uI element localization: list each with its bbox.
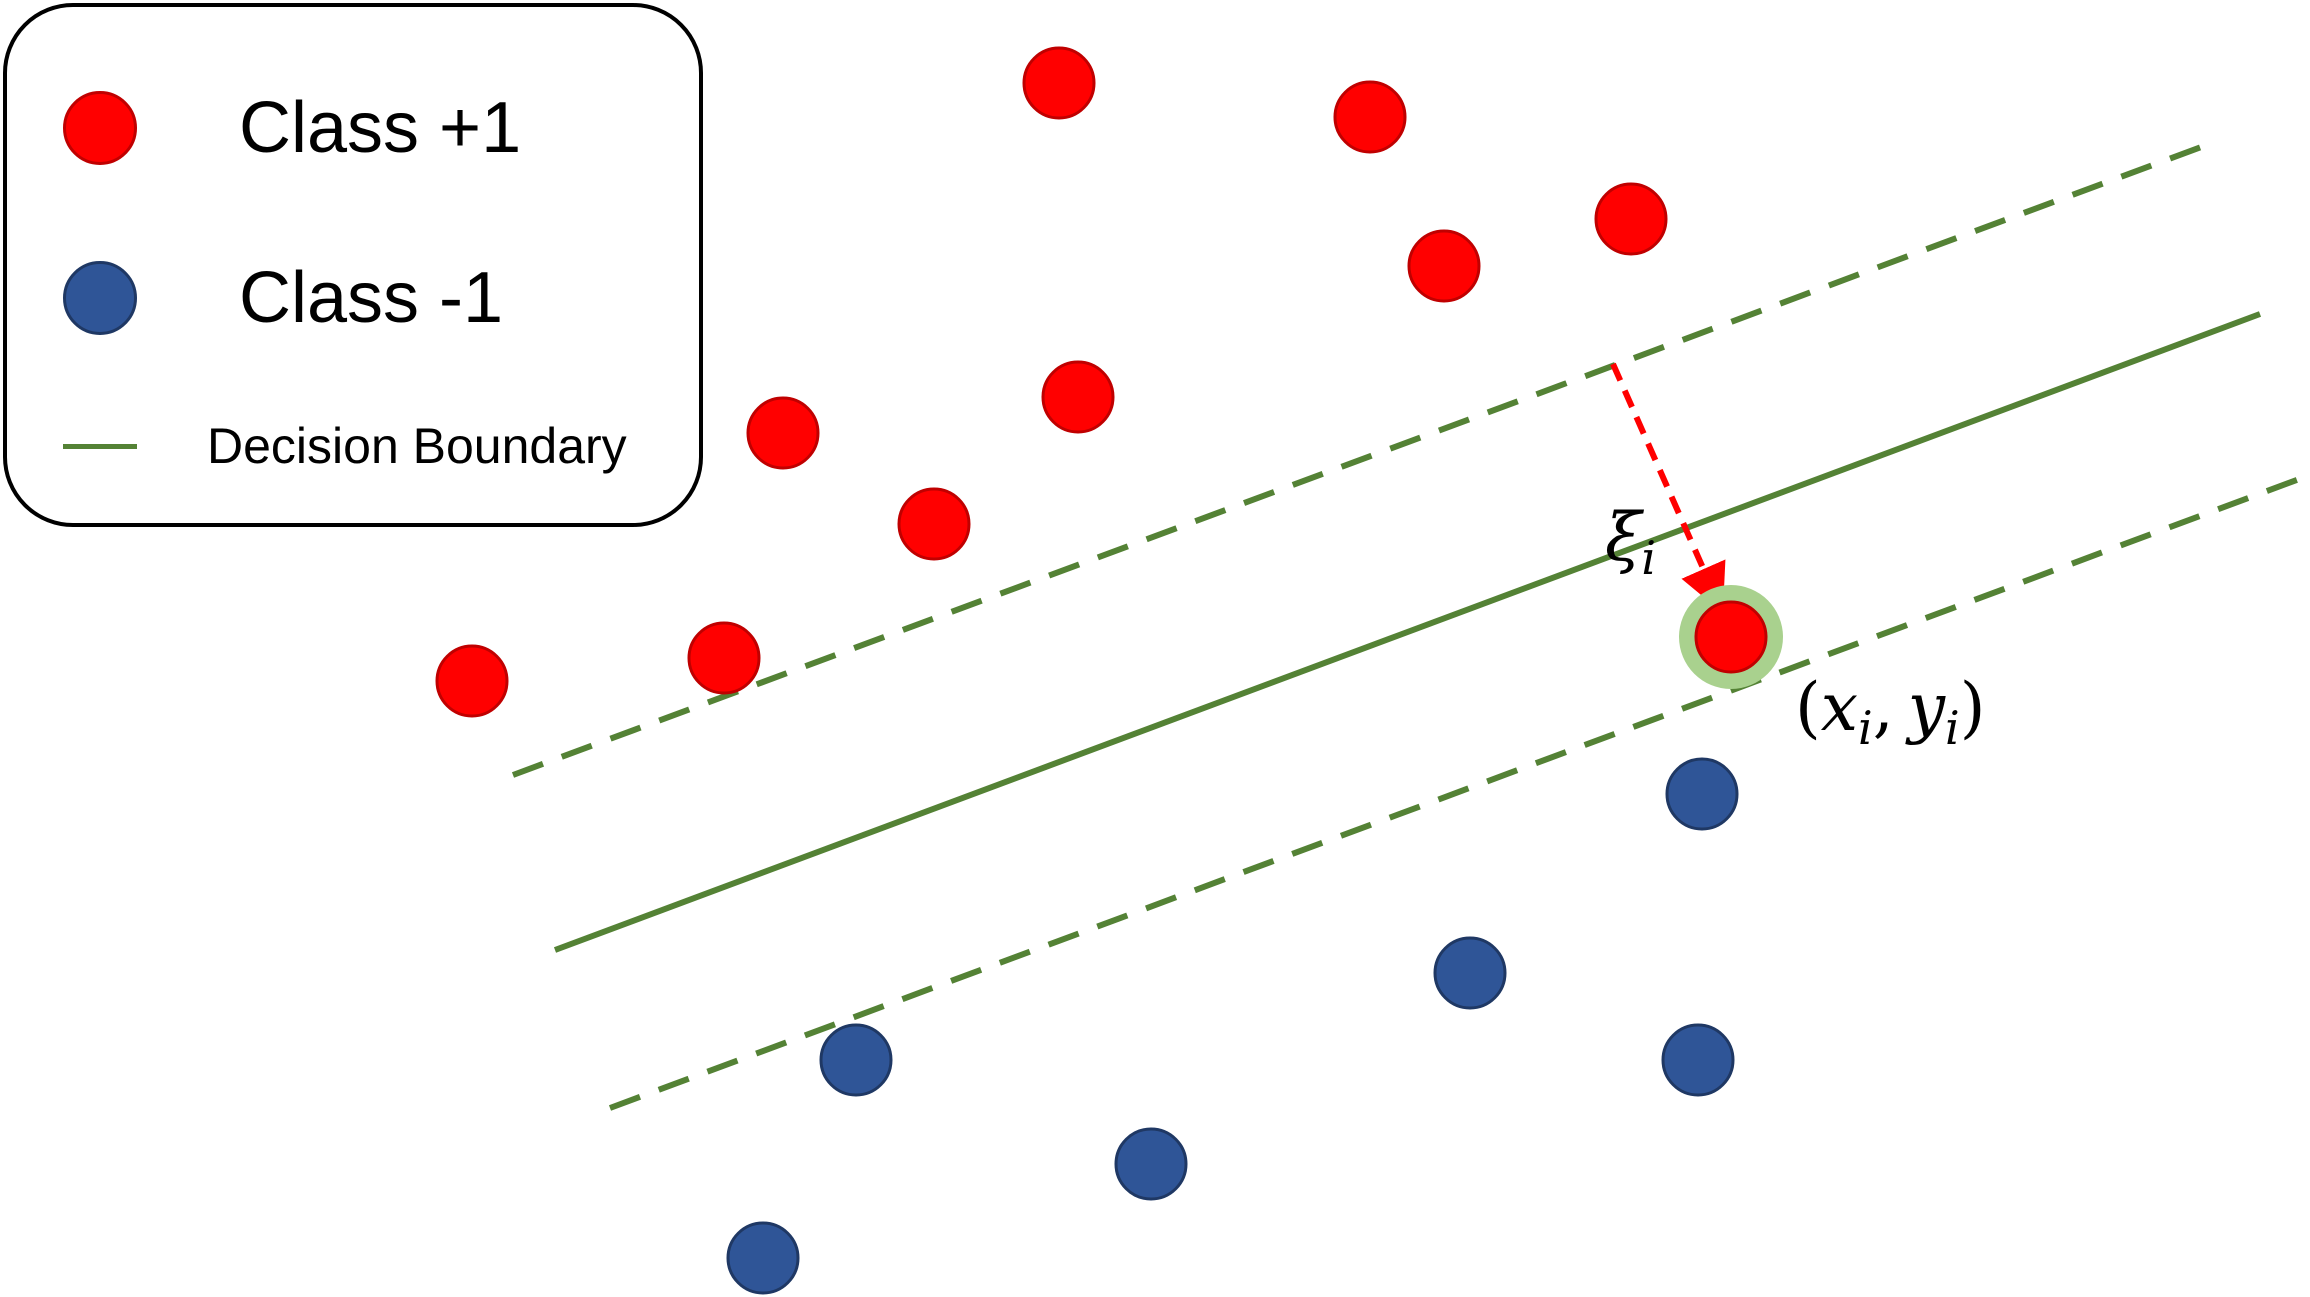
point-label-close: ) — [1960, 669, 1986, 746]
class-pos-point — [1407, 229, 1481, 303]
class-pos-point — [746, 396, 820, 470]
class-neg-points — [726, 757, 1739, 1295]
class-pos-point — [687, 621, 761, 695]
class-neg-point — [1433, 936, 1507, 1010]
legend-item-class-pos: Class +1 — [63, 87, 521, 169]
class-neg-swatch-icon — [63, 261, 137, 335]
class-pos-point — [435, 644, 509, 718]
class-pos-swatch-icon — [63, 91, 137, 165]
class-neg-point — [1665, 757, 1739, 831]
legend-label-boundary: Decision Boundary — [207, 418, 627, 474]
decision-boundary-line — [553, 311, 2262, 953]
point-label-sub-2: i — [1945, 701, 1960, 755]
slack-label: ξi — [1605, 499, 1656, 585]
class-pos-point — [1041, 360, 1115, 434]
class-neg-point — [1661, 1023, 1735, 1097]
point-label-sub-1: i — [1858, 701, 1873, 755]
point-label-comma: , — [1873, 669, 1894, 746]
legend: Class +1 Class -1 Decision Boundary — [3, 3, 703, 527]
boundary-swatch-icon — [63, 443, 137, 449]
legend-item-class-neg: Class -1 — [63, 257, 503, 339]
class-pos-point — [897, 487, 971, 561]
class-pos-points — [435, 46, 1768, 718]
class-pos-point-highlighted — [1694, 600, 1768, 674]
slack-arrow — [1610, 362, 1726, 613]
slack-subscript: i — [1641, 531, 1656, 585]
point-label-open: ( — [1795, 669, 1821, 746]
legend-label-class-pos: Class +1 — [239, 88, 522, 168]
class-pos-point — [1022, 46, 1096, 120]
upper-margin-line — [511, 140, 2214, 778]
legend-label-class-neg: Class -1 — [239, 258, 504, 338]
class-neg-point — [1114, 1127, 1188, 1201]
point-label-y: y — [1905, 669, 1946, 746]
class-neg-point — [726, 1221, 800, 1295]
class-pos-point — [1594, 182, 1668, 256]
lower-margin-line — [608, 472, 2310, 1111]
point-label: (xi, yi) — [1795, 669, 1985, 755]
point-label-x: x — [1821, 669, 1858, 746]
class-neg-point — [819, 1023, 893, 1097]
legend-item-boundary: Decision Boundary — [63, 417, 627, 475]
slack-symbol: ξ — [1605, 499, 1645, 576]
class-pos-point — [1333, 80, 1407, 154]
